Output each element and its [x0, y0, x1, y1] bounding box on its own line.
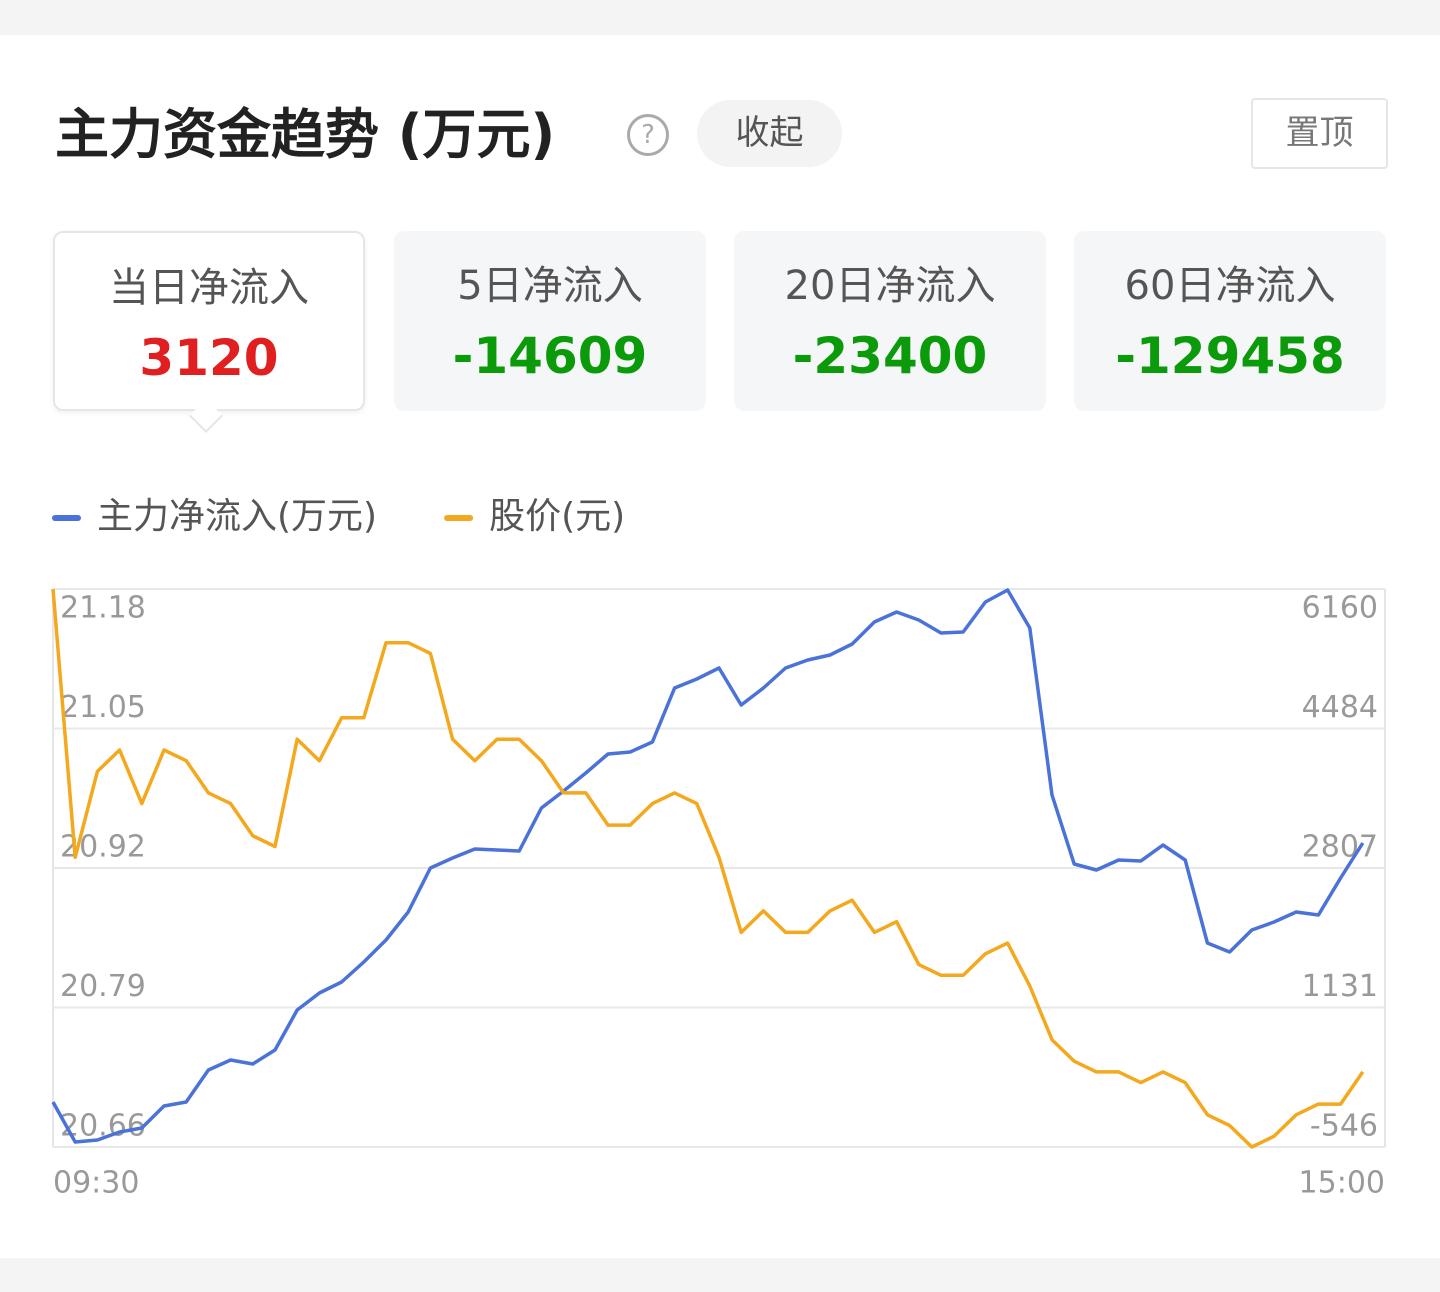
tab[interactable]: 5日净流入 -14609 — [394, 231, 706, 411]
x-tick-label: 09:30 — [53, 1166, 139, 1201]
x-tick-label: 15:00 — [1299, 1166, 1385, 1201]
y2-tick-label: 2807 — [1302, 830, 1378, 865]
y-tick-label: 21.18 — [60, 591, 146, 626]
y2-tick-label: -546 — [1310, 1109, 1378, 1144]
tab-value: -129458 — [1115, 327, 1345, 385]
tab-label: 60日净流入 — [1124, 263, 1336, 309]
series-line — [51, 588, 1365, 1144]
tab-value: -14609 — [452, 327, 648, 385]
tab-label: 5日净流入 — [457, 263, 643, 309]
y2-tick-label: 1131 — [1302, 969, 1378, 1004]
pin-button[interactable]: 置顶 — [1251, 98, 1388, 169]
y-tick-label: 21.05 — [60, 690, 146, 725]
series-line — [51, 588, 1365, 1149]
tab[interactable]: 当日净流入 3120 — [53, 231, 365, 411]
tab-value: -23400 — [792, 327, 988, 385]
tab-value: 3120 — [139, 329, 279, 387]
tab-label: 当日净流入 — [109, 265, 309, 311]
collapse-button[interactable]: 收起 — [697, 100, 842, 167]
y2-tick-label: 6160 — [1302, 591, 1378, 626]
tab[interactable]: 20日净流入 -23400 — [734, 231, 1046, 411]
y-tick-label: 20.79 — [60, 969, 146, 1004]
help-icon[interactable]: ? — [627, 114, 669, 156]
tab-label: 20日净流入 — [784, 263, 996, 309]
legend-label: 主力净流入(万元) — [97, 496, 377, 537]
legend-label: 股价(元) — [489, 496, 625, 537]
y2-tick-label: 4484 — [1302, 690, 1378, 725]
title: 主力资金趋势 (万元) — [55, 103, 556, 166]
tab[interactable]: 60日净流入 -129458 — [1074, 231, 1386, 411]
